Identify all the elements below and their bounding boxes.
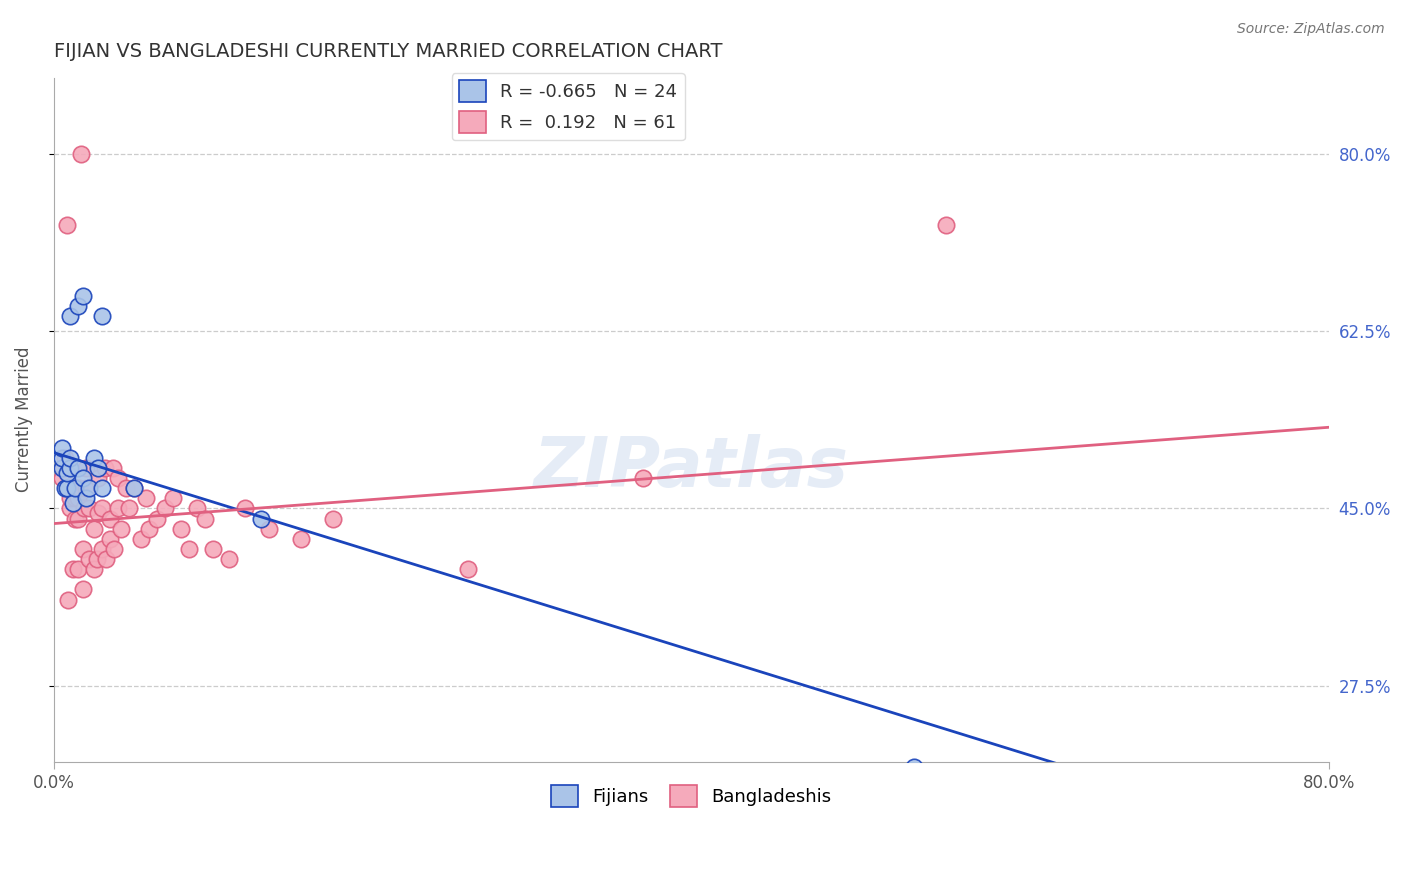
Point <box>110 522 132 536</box>
Point <box>75 460 97 475</box>
Point <box>131 532 153 546</box>
Point <box>75 491 97 506</box>
Point <box>72 288 94 302</box>
Point <box>51 450 73 465</box>
Point <box>62 562 84 576</box>
Point <box>90 541 112 556</box>
Point <box>63 511 86 525</box>
Point <box>59 491 82 506</box>
Point <box>86 552 108 566</box>
Point <box>935 218 957 232</box>
Point <box>56 592 79 607</box>
Point <box>155 501 177 516</box>
Point <box>77 481 100 495</box>
Point <box>94 460 117 475</box>
Point <box>202 541 225 556</box>
Point <box>903 760 925 774</box>
Point <box>66 299 89 313</box>
Point <box>62 496 84 510</box>
Point <box>98 511 121 525</box>
Point <box>53 481 76 495</box>
Point <box>103 541 125 556</box>
Point <box>65 481 87 495</box>
Point <box>257 522 280 536</box>
Point <box>218 552 240 566</box>
Point <box>107 501 129 516</box>
Point <box>101 460 124 475</box>
Point <box>250 511 273 525</box>
Point <box>96 552 118 566</box>
Point <box>51 460 73 475</box>
Point <box>70 146 93 161</box>
Point <box>87 507 110 521</box>
Point <box>59 460 82 475</box>
Point <box>122 481 145 495</box>
Point <box>457 562 479 576</box>
Point <box>63 481 86 495</box>
Point <box>77 552 100 566</box>
Point <box>66 511 89 525</box>
Point <box>72 582 94 597</box>
Legend: Fijians, Bangladeshis: Fijians, Bangladeshis <box>544 778 839 814</box>
Point <box>67 481 90 495</box>
Text: ZIPatlas: ZIPatlas <box>534 434 849 501</box>
Point <box>55 218 77 232</box>
Point <box>63 491 86 506</box>
Point <box>72 541 94 556</box>
Point <box>194 511 217 525</box>
Point <box>52 460 75 475</box>
Point <box>66 491 89 506</box>
Point <box>77 501 100 516</box>
Point <box>118 501 141 516</box>
Point <box>75 481 97 495</box>
Point <box>66 460 89 475</box>
Point <box>73 501 96 516</box>
Point <box>83 450 105 465</box>
Point <box>53 450 76 465</box>
Point <box>107 471 129 485</box>
Point <box>59 450 82 465</box>
Point <box>322 511 344 525</box>
Point <box>87 460 110 475</box>
Point <box>51 471 73 485</box>
Point <box>83 522 105 536</box>
Point <box>83 562 105 576</box>
Point <box>66 562 89 576</box>
Point <box>633 471 655 485</box>
Point <box>90 501 112 516</box>
Point <box>170 522 193 536</box>
Point <box>290 532 312 546</box>
Point <box>59 309 82 323</box>
Point <box>98 532 121 546</box>
Point <box>72 471 94 485</box>
Point <box>186 501 208 516</box>
Point <box>233 501 256 516</box>
Text: Source: ZipAtlas.com: Source: ZipAtlas.com <box>1237 22 1385 37</box>
Point <box>179 541 201 556</box>
Text: FIJIAN VS BANGLADESHI CURRENTLY MARRIED CORRELATION CHART: FIJIAN VS BANGLADESHI CURRENTLY MARRIED … <box>53 42 723 61</box>
Point <box>122 481 145 495</box>
Point <box>51 441 73 455</box>
Point <box>146 511 169 525</box>
Point <box>55 481 77 495</box>
Point <box>59 501 82 516</box>
Point <box>114 481 136 495</box>
Point <box>90 309 112 323</box>
Point <box>162 491 184 506</box>
Point <box>135 491 157 506</box>
Point <box>87 471 110 485</box>
Point <box>138 522 160 536</box>
Point <box>90 481 112 495</box>
Point <box>55 466 77 480</box>
Y-axis label: Currently Married: Currently Married <box>15 347 32 492</box>
